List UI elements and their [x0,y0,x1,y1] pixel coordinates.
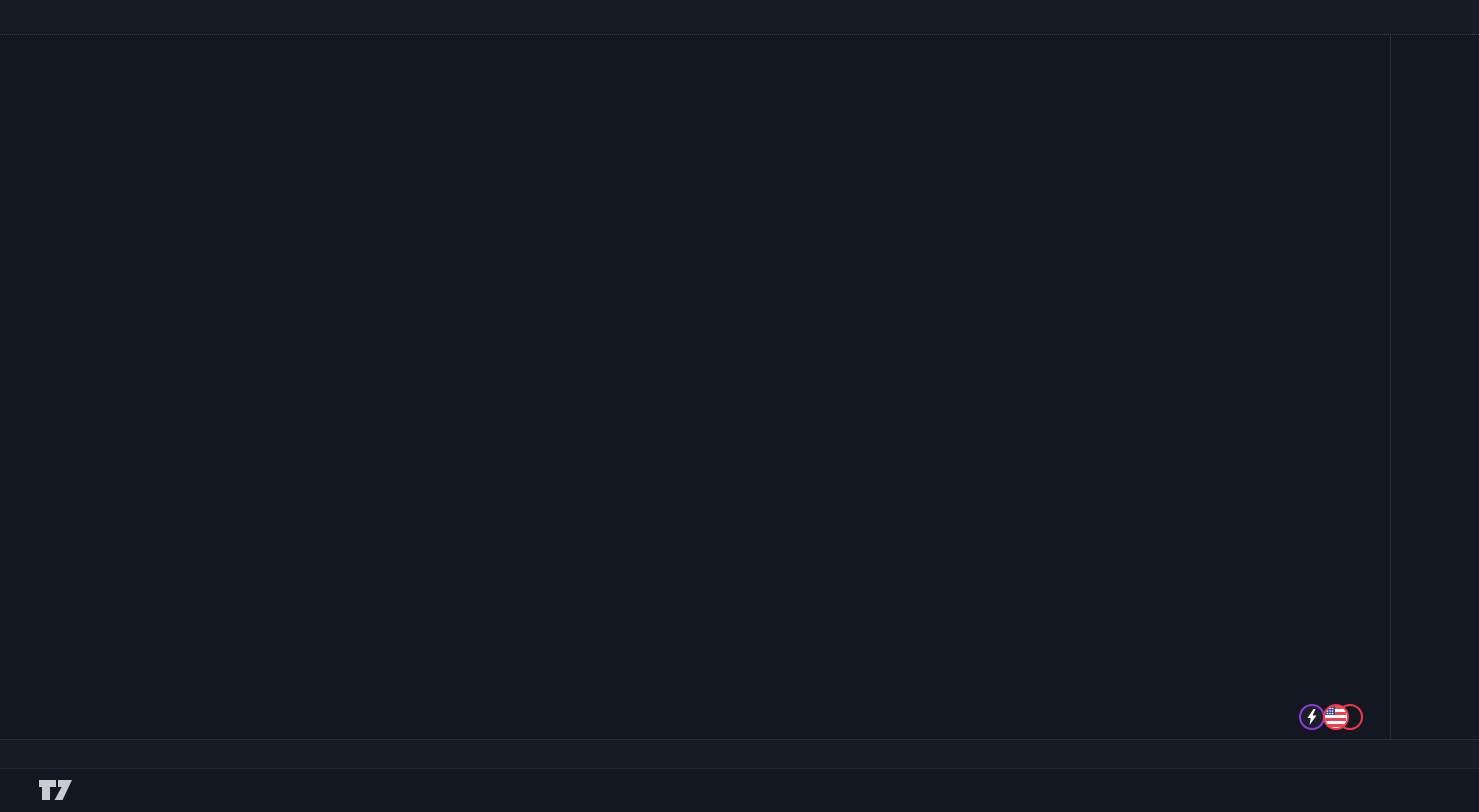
legend-volume-row [22,63,44,84]
legend-ema-cloud-row [22,84,44,105]
us-flag-idea-bubble-button[interactable] [1323,704,1349,730]
price-axis[interactable] [1390,35,1479,739]
publisher-bar [0,0,1479,35]
time-axis[interactable] [0,739,1479,769]
tradingview-logo-icon[interactable] [38,777,76,808]
lightning-icon [1307,709,1317,725]
lightning-idea-bubble-button[interactable] [1299,704,1325,730]
footer [0,769,1479,812]
legend-symbol-row [22,42,44,63]
us-flag-icon [1325,706,1346,727]
chart-legend [22,42,44,105]
